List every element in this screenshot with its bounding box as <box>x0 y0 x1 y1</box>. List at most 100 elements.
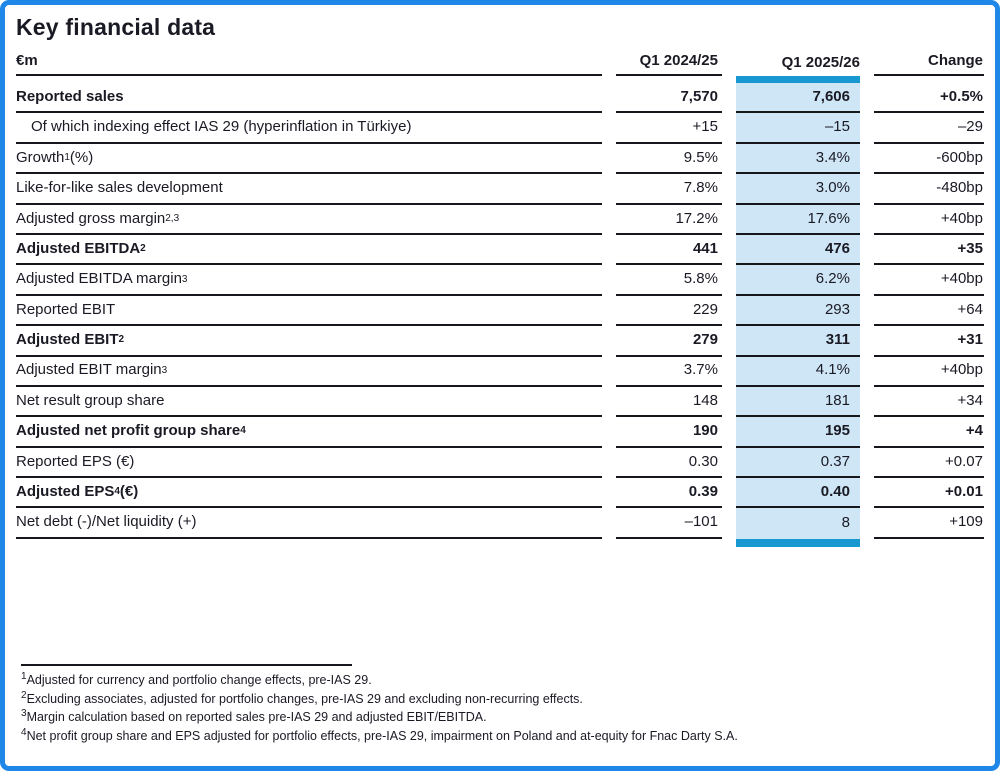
table-header-row: €m Q1 2024/25 Q1 2025/26 Change <box>16 49 984 76</box>
table-row: Of which indexing effect IAS 29 (hyperin… <box>16 113 984 144</box>
row-label: Adjusted net profit group share 4 <box>16 417 602 448</box>
table-row: Adjusted EBIT margin 3 3.7% 4.1% +40bp <box>16 356 984 387</box>
highlight-bottom-bar-row <box>16 538 984 547</box>
spacer <box>616 76 722 83</box>
column-header-q1-2025-26: Q1 2025/26 <box>781 53 860 71</box>
row-label: Adjusted EBITDA 2 <box>16 235 602 266</box>
value-q1-2025-26: 181 <box>736 386 860 418</box>
table-row: Adjusted net profit group share 4 190 195 +4 <box>16 417 984 448</box>
table-body: Reported sales 7,570 7,606 +0.5% Of which in… <box>16 83 984 539</box>
row-label: Adjusted EBIT 2 <box>16 326 602 357</box>
value-change: +0.07 <box>874 448 984 479</box>
spacer <box>16 539 602 547</box>
row-label: Like-for-like sales development <box>16 174 602 205</box>
row-label: Adjusted EBITDA margin 3 <box>16 265 602 296</box>
value-q1-2024-25: 17.2% <box>616 205 722 235</box>
value-q1-2024-25: 7,570 <box>616 83 722 114</box>
value-q1-2024-25: 229 <box>616 296 722 327</box>
value-q1-2024-25: 7.8% <box>616 174 722 205</box>
footnote: 2Excluding associates, adjusted for port… <box>21 689 583 706</box>
value-q1-2024-25: –101 <box>616 508 722 539</box>
table-row: Adjusted EBIT 2 279 311 +31 <box>16 326 984 357</box>
value-q1-2025-26: 0.37 <box>736 447 860 479</box>
row-label: Growth 1 (%) <box>16 144 602 175</box>
value-q1-2025-26: –15 <box>736 113 860 144</box>
value-q1-2024-25: 5.8% <box>616 265 722 296</box>
value-change: +0.01 <box>874 478 984 509</box>
row-label: Net debt (-)/Net liquidity (+) <box>16 508 602 539</box>
value-q1-2025-26: 476 <box>736 234 860 266</box>
footnotes: 1Adjusted for currency and portfolio cha… <box>21 664 979 745</box>
footnote-divider <box>21 664 352 666</box>
value-q1-2025-26: 3.0% <box>736 174 860 205</box>
value-q1-2024-25: 0.39 <box>616 478 722 509</box>
row-label: Adjusted EBIT margin 3 <box>16 357 602 387</box>
value-change: +0.5% <box>874 83 984 114</box>
table-row: Net debt (-)/Net liquidity (+) –101 8 +109 <box>16 508 984 539</box>
table-row: Adjusted EBITDA margin 3 5.8% 6.2% +40bp <box>16 265 984 296</box>
value-q1-2024-25: 441 <box>616 235 722 266</box>
table-row: Like-for-like sales development 7.8% 3.0% -… <box>16 174 984 205</box>
spacer <box>616 539 722 547</box>
value-change: +109 <box>874 508 984 539</box>
footnote: 4Net profit group share and EPS adjusted… <box>21 726 738 743</box>
value-q1-2025-26: 17.6% <box>736 204 860 235</box>
row-label: Net result group share <box>16 387 602 418</box>
row-label: Adjusted EPS 4 (€) <box>16 478 602 509</box>
spacer <box>874 539 984 547</box>
row-label: Reported sales <box>16 83 602 114</box>
value-q1-2024-25: 148 <box>616 387 722 418</box>
value-q1-2024-25: 0.30 <box>616 448 722 479</box>
value-change: +34 <box>874 387 984 418</box>
column-header-change: Change <box>874 49 984 76</box>
row-label: Adjusted gross margin 2,3 <box>16 205 602 235</box>
row-label: Of which indexing effect IAS 29 (hyperin… <box>16 113 602 144</box>
highlight-top-bar-row <box>16 76 984 83</box>
value-change: –29 <box>874 113 984 144</box>
column-header-unit: €m <box>16 49 602 76</box>
value-q1-2025-26: 195 <box>736 417 860 448</box>
highlight-bottom-bar <box>736 538 860 547</box>
table-row: Adjusted EBITDA 2 441 476 +35 <box>16 234 984 266</box>
column-header-q1-2024-25: Q1 2024/25 <box>616 49 722 76</box>
value-change: +64 <box>874 296 984 327</box>
spacer <box>16 76 602 83</box>
highlight-top-bar <box>736 76 860 83</box>
footnote: 1Adjusted for currency and portfolio cha… <box>21 670 372 687</box>
value-q1-2025-26: 7,606 <box>736 83 860 114</box>
value-q1-2025-26: 8 <box>736 508 860 539</box>
value-q1-2025-26: 4.1% <box>736 356 860 387</box>
value-q1-2024-25: 279 <box>616 326 722 357</box>
value-change: +40bp <box>874 265 984 296</box>
financial-table: €m Q1 2024/25 Q1 2025/26 Change Reported… <box>16 49 984 547</box>
value-q1-2025-26: 293 <box>736 295 860 327</box>
table-row: Adjusted EPS 4 (€) 0.39 0.40 +0.01 <box>16 478 984 509</box>
table-row: Adjusted gross margin 2,3 17.2% 17.6% +40bp <box>16 204 984 235</box>
row-label: Reported EBIT <box>16 296 602 327</box>
row-label: Reported EPS (€) <box>16 448 602 479</box>
value-change: +40bp <box>874 357 984 387</box>
value-q1-2024-25: 190 <box>616 417 722 448</box>
value-q1-2025-26: 0.40 <box>736 478 860 509</box>
table-row: Reported sales 7,570 7,606 +0.5% <box>16 83 984 114</box>
value-q1-2024-25: +15 <box>616 113 722 144</box>
table-row: Growth 1 (%) 9.5% 3.4% -600bp <box>16 143 984 175</box>
value-change: +35 <box>874 235 984 266</box>
value-change: +40bp <box>874 205 984 235</box>
table-row: Reported EBIT 229 293 +64 <box>16 295 984 327</box>
value-q1-2025-26: 3.4% <box>736 143 860 175</box>
spacer <box>874 76 984 83</box>
table-row: Reported EPS (€) 0.30 0.37 +0.07 <box>16 447 984 479</box>
value-change: -480bp <box>874 174 984 205</box>
value-q1-2024-25: 9.5% <box>616 144 722 175</box>
value-q1-2025-26: 311 <box>736 326 860 357</box>
footnote: 3Margin calculation based on reported sa… <box>21 707 487 724</box>
value-change: +4 <box>874 417 984 448</box>
value-q1-2024-25: 3.7% <box>616 357 722 387</box>
page-title: Key financial data <box>16 14 216 40</box>
table-row: Net result group share 148 181 +34 <box>16 386 984 418</box>
value-q1-2025-26: 6.2% <box>736 265 860 296</box>
footnote-list: 1Adjusted for currency and portfolio cha… <box>21 671 979 745</box>
value-change: -600bp <box>874 144 984 175</box>
